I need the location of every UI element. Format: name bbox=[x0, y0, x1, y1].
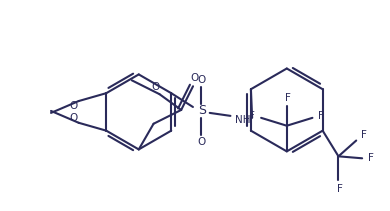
Text: O: O bbox=[198, 75, 206, 85]
Text: NH: NH bbox=[234, 115, 250, 125]
Text: O: O bbox=[69, 101, 78, 111]
Text: O: O bbox=[69, 113, 78, 123]
Text: F: F bbox=[368, 153, 374, 163]
Text: F: F bbox=[318, 111, 324, 121]
Text: O: O bbox=[198, 137, 206, 146]
Text: F: F bbox=[249, 111, 255, 121]
Text: O: O bbox=[190, 73, 198, 83]
Text: F: F bbox=[337, 184, 342, 194]
Text: O: O bbox=[151, 82, 160, 92]
Text: F: F bbox=[285, 93, 291, 103]
Text: S: S bbox=[198, 104, 206, 118]
Text: F: F bbox=[361, 130, 367, 140]
